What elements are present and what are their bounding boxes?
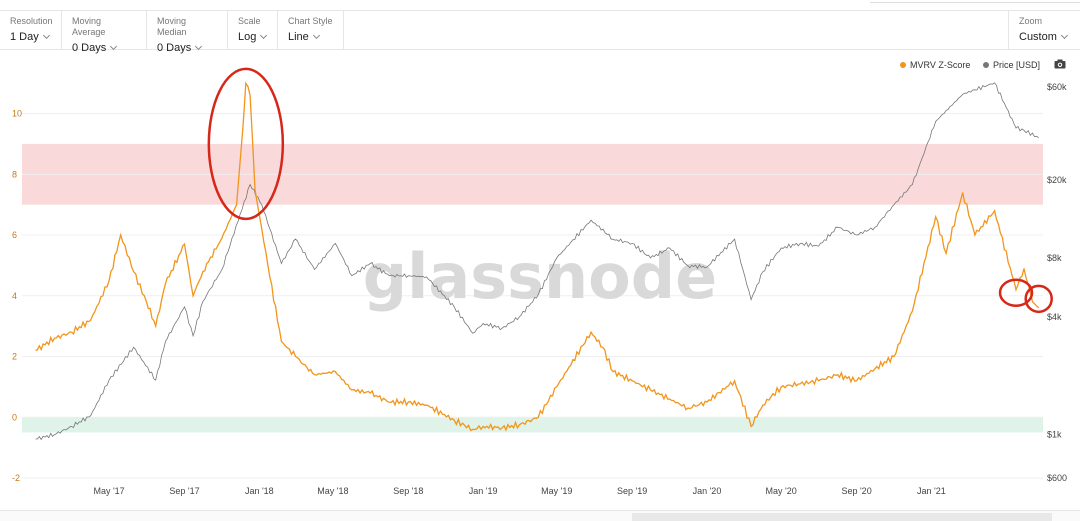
- y-axis-right: $600 $1k $4k $8k $20k $60k: [1047, 82, 1067, 483]
- legend-dot-price: [983, 62, 989, 68]
- x-tick-label: Sep '19: [617, 486, 647, 496]
- legend-label-price: Price [USD]: [993, 60, 1041, 70]
- x-tick-label: May '17: [93, 486, 124, 496]
- x-tick-label: Sep '17: [169, 486, 199, 496]
- moving-average-dropdown[interactable]: Moving Average 0 Days: [62, 11, 147, 54]
- resolution-value: 1 Day: [10, 31, 39, 43]
- resolution-dropdown[interactable]: Resolution 1 Day: [0, 11, 62, 49]
- x-tick-label: Jan '20: [693, 486, 722, 496]
- legend-item-mvrv[interactable]: MVRV Z-Score: [900, 60, 970, 70]
- chevron-down-icon: [312, 31, 320, 40]
- x-tick-label: Sep '18: [393, 486, 423, 496]
- scale-dropdown[interactable]: Scale Log: [228, 11, 278, 49]
- chevron-down-icon: [260, 31, 268, 40]
- moving-average-label: Moving Average: [72, 16, 106, 37]
- y-left-tick-label: 10: [12, 109, 22, 119]
- series-line-price: [35, 82, 1039, 441]
- x-tick-label: May '20: [766, 486, 797, 496]
- annotation-ellipse: [1024, 284, 1053, 314]
- range-navigator-window[interactable]: [632, 513, 1052, 521]
- y-left-tick-label: -2: [12, 473, 20, 483]
- x-tick-label: Sep '20: [841, 486, 871, 496]
- annotation-ellipse: [998, 278, 1034, 307]
- series-lines: [35, 81, 1040, 441]
- zoom-dropdown[interactable]: Zoom Custom: [1008, 11, 1080, 49]
- x-tick-label: May '19: [541, 486, 572, 496]
- x-axis: May '17 Sep '17 Jan '18 May '18 Sep '18 Jan '…: [93, 486, 945, 496]
- range-navigator[interactable]: [0, 510, 1080, 521]
- chevron-down-icon: [110, 42, 118, 51]
- resolution-label: Resolution: [10, 16, 53, 26]
- scale-value: Log: [238, 31, 257, 43]
- chart-style-label: Chart Style: [288, 16, 333, 26]
- y-left-tick-label: 4: [12, 291, 17, 301]
- gridlines: [22, 113, 1043, 479]
- y-right-tick-label: $20k: [1047, 175, 1067, 185]
- y-right-tick-label: $4k: [1047, 312, 1062, 322]
- moving-median-dropdown[interactable]: Moving Median 0 Days: [147, 11, 228, 54]
- legend-label-mvrv: MVRV Z-Score: [910, 60, 971, 70]
- camera-icon[interactable]: [1054, 59, 1066, 69]
- x-tick-label: Jan '18: [245, 486, 274, 496]
- chevron-down-icon: [42, 31, 50, 40]
- chevron-down-icon: [1060, 31, 1068, 40]
- zoom-label: Zoom: [1019, 16, 1043, 26]
- zoom-value: Custom: [1019, 31, 1057, 43]
- scale-label: Scale: [238, 16, 261, 26]
- y-left-tick-label: 2: [12, 352, 17, 362]
- chart-toolbar: Resolution 1 Day Moving Average 0 Days M…: [0, 10, 1080, 54]
- x-tick-label: Jan '19: [469, 486, 498, 496]
- moving-median-value: 0 Days: [157, 42, 192, 54]
- x-tick-label: Jan '21: [917, 486, 946, 496]
- y-left-tick-label: 6: [12, 230, 17, 240]
- annotations: [207, 67, 1053, 314]
- zone-band-1: [22, 417, 1043, 433]
- moving-median-label: Moving Median: [157, 16, 187, 37]
- y-left-tick-label: 8: [12, 169, 17, 179]
- legend-dot-mvrv: [900, 62, 906, 68]
- top-search-edge: [870, 0, 1080, 3]
- annotation-ellipse: [207, 67, 285, 221]
- chart-style-dropdown[interactable]: Chart Style Line: [278, 11, 344, 49]
- chart-style-value: Line: [288, 31, 309, 43]
- moving-average-value: 0 Days: [72, 42, 107, 54]
- legend-item-price[interactable]: Price [USD]: [983, 60, 1040, 70]
- series-line-mvrv: [35, 81, 1040, 432]
- y-right-tick-label: $60k: [1047, 82, 1067, 92]
- y-right-tick-label: $600: [1047, 473, 1067, 483]
- chevron-down-icon: [195, 42, 203, 51]
- y-left-tick-label: 0: [12, 412, 17, 422]
- y-axis-left: -2 0 2 4 6 8 10: [12, 109, 22, 483]
- x-tick-label: May '18: [317, 486, 348, 496]
- y-right-tick-label: $8k: [1047, 253, 1062, 263]
- y-right-tick-label: $1k: [1047, 430, 1062, 440]
